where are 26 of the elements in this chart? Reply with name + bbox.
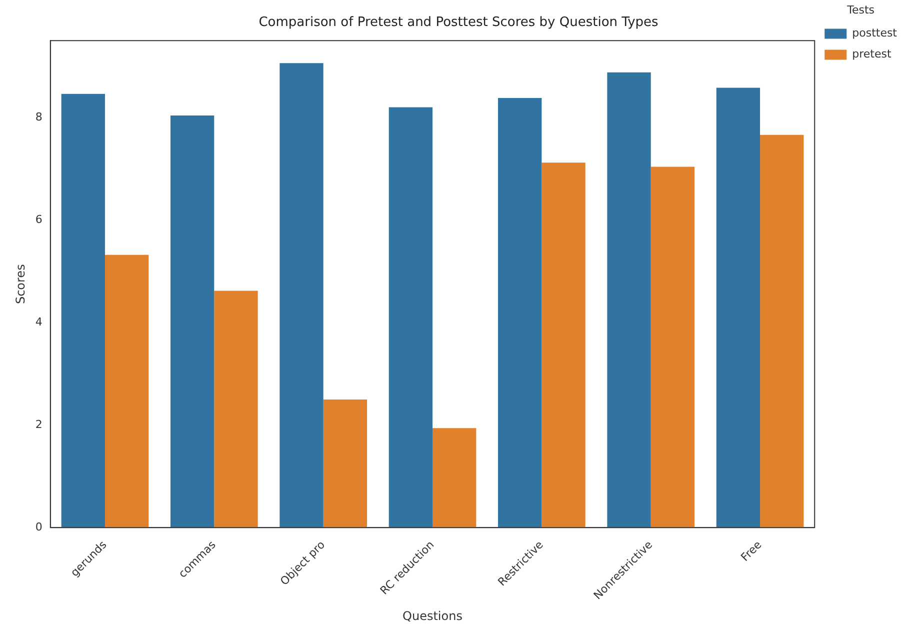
bar	[607, 72, 651, 528]
legend-label: pretest	[852, 48, 892, 61]
y-tick-label: 8	[35, 110, 42, 124]
chart-title: Comparison of Pretest and Posttest Scores by Question Types	[258, 15, 659, 30]
bar	[170, 115, 214, 528]
legend-label: posttest	[852, 26, 898, 40]
bar	[323, 399, 368, 528]
y-tick-label: 2	[35, 418, 42, 431]
bar	[760, 134, 804, 528]
bar	[388, 107, 433, 528]
bar	[280, 63, 324, 528]
y-tick-label: 4	[35, 315, 42, 328]
bar	[498, 98, 542, 528]
x-axis-title: Questions	[402, 608, 462, 623]
bar	[104, 254, 149, 528]
y-axis-title: Scores	[13, 264, 28, 304]
bar	[650, 166, 695, 528]
bar	[716, 88, 760, 528]
bar	[432, 428, 476, 528]
legend-title: Tests	[846, 3, 875, 16]
y-tick-label: 0	[35, 520, 42, 534]
bar	[542, 162, 586, 528]
bar	[214, 290, 258, 528]
y-tick-label: 6	[35, 212, 42, 226]
x-tick-label: Free	[738, 538, 764, 564]
bar	[61, 94, 105, 528]
